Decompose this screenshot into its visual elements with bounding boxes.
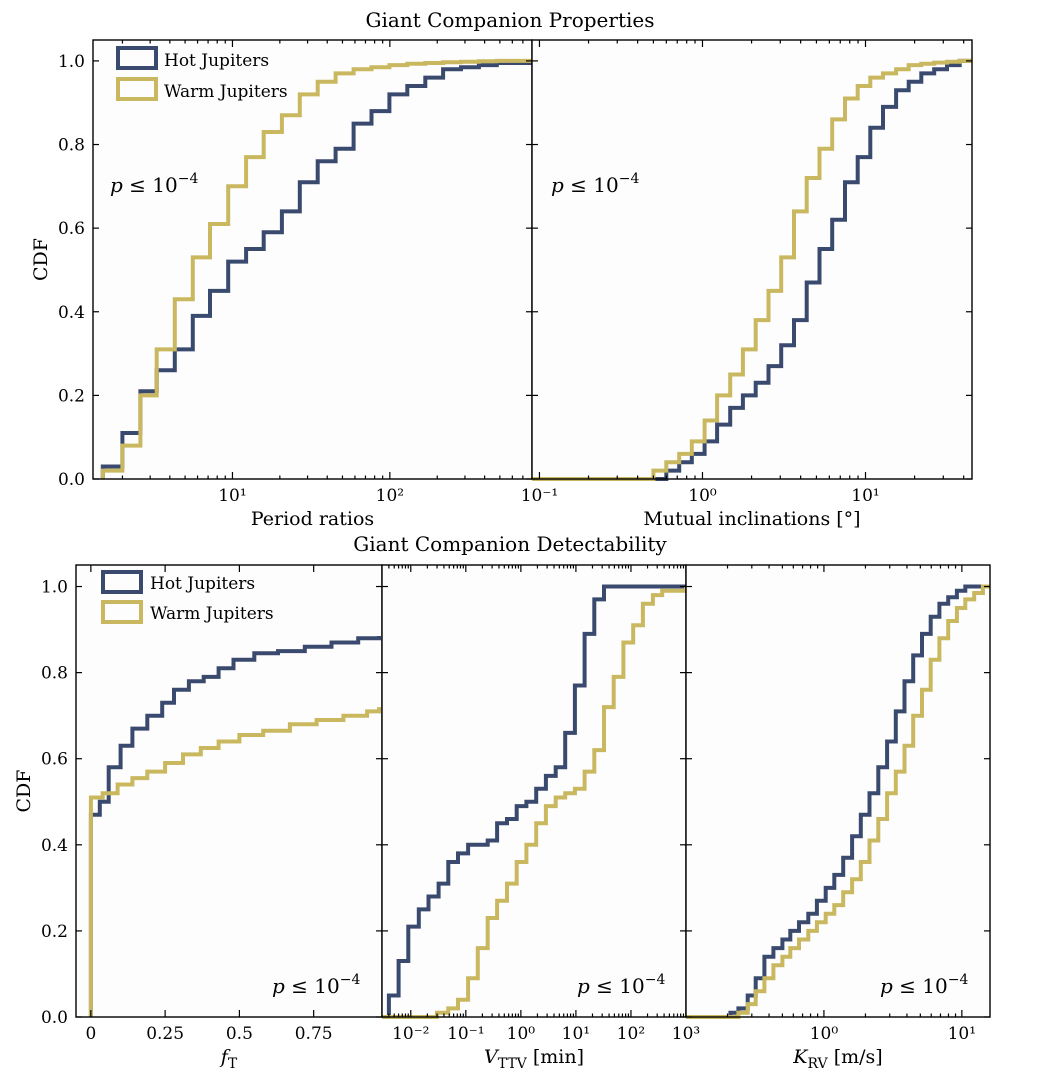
series-line-warm-jupiters [100, 58, 532, 479]
x-tick-label: 10⁰ [810, 1024, 839, 1044]
p-value-annotation: p ≤ 10−4 [272, 972, 360, 998]
y-axis-label: CDF [30, 238, 52, 281]
legend-bottom: Hot Jupiters Warm Jupiters [101, 570, 274, 624]
plot-area [532, 40, 972, 479]
legend-label-warm: Warm Jupiters [164, 82, 288, 102]
p-value-annotation: p ≤ 10−4 [577, 972, 665, 998]
chart-panel-3: 0.0 0.2 0.4 0.6 0.8 1.0 0 0.25 0.5 0.75 fT CDF p ≤ 1… [13, 564, 383, 1072]
series-line-warm-jupiters [686, 584, 990, 1019]
x-axis-label: KRV [m/s] [792, 1046, 882, 1072]
legend-top: Hot Jupiters Warm Jupiters [116, 46, 288, 102]
series-line-warm-jupiters [88, 707, 381, 1017]
series-line-hot-jupiters [382, 584, 686, 1019]
y-tick-label: 0.6 [41, 750, 68, 770]
x-tick-label: 0.75 [295, 1024, 333, 1044]
chart-panel-4: 10⁻² 10⁻¹ 10⁰ 10¹ 10² 10³ VTTV [min] p ≤ 10−4 [381, 564, 700, 1072]
legend-label-hot: Hot Jupiters [164, 51, 269, 71]
x-tick-label: 10² [376, 486, 404, 506]
x-tick-label: 0 [85, 1024, 96, 1044]
y-tick-label: 1.0 [41, 578, 68, 598]
y-tick-label: 0.8 [58, 136, 85, 156]
plot-area [93, 40, 532, 479]
p-value-annotation: p ≤ 10−4 [880, 972, 968, 998]
legend-label-warm: Warm Jupiters [150, 604, 274, 624]
series-line-warm-jupiters [532, 58, 972, 481]
plot-area [382, 565, 686, 1017]
series-line-hot-jupiters [532, 58, 972, 481]
y-tick-label: 0.0 [41, 1008, 68, 1028]
series-line-warm-jupiters [382, 586, 688, 1019]
y-tick-label: 0.0 [58, 470, 85, 490]
y-axis-label: CDF [13, 770, 35, 813]
x-tick-label: 10¹ [562, 1024, 590, 1044]
x-tick-label: 10⁻² [392, 1024, 429, 1044]
x-tick-label: 0.5 [226, 1024, 253, 1044]
x-tick-label: 10¹ [851, 486, 879, 506]
y-tick-label: 0.2 [58, 386, 85, 406]
axes-frame [685, 564, 991, 1018]
y-tick-label: 0.6 [58, 219, 85, 239]
axes-frame [531, 39, 973, 480]
p-value-annotation: p ≤ 10−4 [110, 171, 198, 197]
x-tick-label: 0.25 [146, 1024, 184, 1044]
series-line-hot-jupiters [88, 636, 381, 1017]
y-tick-label: 0.4 [58, 303, 85, 323]
x-tick-label: 10⁻¹ [447, 1024, 484, 1044]
x-axis-label: fT [219, 1046, 238, 1072]
top-figure-title: Giant Companion Properties [366, 8, 655, 32]
series-line-hot-jupiters [100, 60, 534, 479]
x-tick-label: 10⁻¹ [521, 486, 558, 506]
bottom-figure-title: Giant Companion Detectability [353, 532, 667, 556]
legend-label-hot: Hot Jupiters [150, 574, 255, 594]
y-tick-label: 0.4 [41, 836, 68, 856]
x-tick-label: 10⁰ [688, 486, 717, 506]
plot-area [76, 565, 382, 1017]
y-tick-label: 1.0 [58, 52, 85, 72]
plot-area [686, 565, 990, 1017]
x-axis-label: VTTV [min] [484, 1046, 584, 1072]
legend-swatch-warm [101, 600, 143, 624]
x-axis-label: Mutual inclinations [°] [643, 508, 860, 530]
series-line-hot-jupiters [686, 584, 990, 1019]
legend-swatch-warm [116, 77, 158, 101]
x-tick-label: 10³ [672, 1024, 700, 1044]
x-tick-label: 10² [617, 1024, 645, 1044]
x-tick-label: 10¹ [948, 1024, 976, 1044]
p-value-annotation: p ≤ 10−4 [551, 171, 639, 197]
y-tick-label: 0.8 [41, 664, 68, 684]
legend-swatch-hot [101, 570, 143, 594]
x-tick-label: 10⁰ [507, 1024, 536, 1044]
chart-panel-5: 10⁰ 10¹ KRV [m/s] p ≤ 10−4 [685, 564, 991, 1072]
y-tick-label: 0.2 [41, 922, 68, 942]
x-axis-label: Period ratios [251, 508, 374, 530]
x-tick-label: 10¹ [218, 486, 246, 506]
legend-swatch-hot [116, 46, 158, 70]
